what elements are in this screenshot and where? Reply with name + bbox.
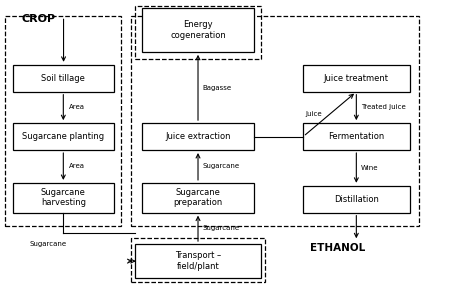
Text: Transport –
field/plant: Transport – field/plant [175, 251, 221, 271]
Bar [12, 123, 114, 150]
Bar [131, 16, 419, 226]
Text: Wine: Wine [361, 165, 379, 171]
Text: Juice extraction: Juice extraction [165, 132, 231, 141]
Bar [303, 186, 410, 213]
Bar [136, 6, 261, 59]
Text: Sugarcane: Sugarcane [203, 225, 240, 231]
Bar [303, 123, 410, 150]
Text: Sugarcane planting: Sugarcane planting [22, 132, 104, 141]
Text: Treated juice: Treated juice [361, 104, 406, 110]
Text: Sugarcane
preparation: Sugarcane preparation [173, 188, 223, 207]
Bar [12, 65, 114, 92]
Text: Distillation: Distillation [334, 195, 379, 204]
Bar [5, 16, 121, 226]
Text: Sugarcane: Sugarcane [29, 241, 66, 247]
Text: Area: Area [69, 104, 85, 110]
Text: Area: Area [69, 164, 85, 170]
Text: Sugarcane: Sugarcane [203, 164, 240, 170]
Text: Soil tillage: Soil tillage [41, 74, 85, 83]
Bar [131, 238, 265, 283]
Text: Juice treatment: Juice treatment [324, 74, 389, 83]
Text: Fermentation: Fermentation [328, 132, 384, 141]
Text: Sugarcane
harvesting: Sugarcane harvesting [41, 188, 86, 207]
Bar [136, 244, 261, 278]
Text: Energy
cogeneration: Energy cogeneration [170, 20, 226, 39]
Text: CROP: CROP [22, 14, 56, 24]
Bar [143, 8, 254, 52]
Text: Juice: Juice [306, 111, 322, 117]
Text: Bagasse: Bagasse [203, 84, 232, 90]
Bar [303, 65, 410, 92]
Bar [143, 123, 254, 150]
Bar [143, 183, 254, 213]
Text: ETHANOL: ETHANOL [310, 243, 365, 253]
Bar [12, 183, 114, 213]
